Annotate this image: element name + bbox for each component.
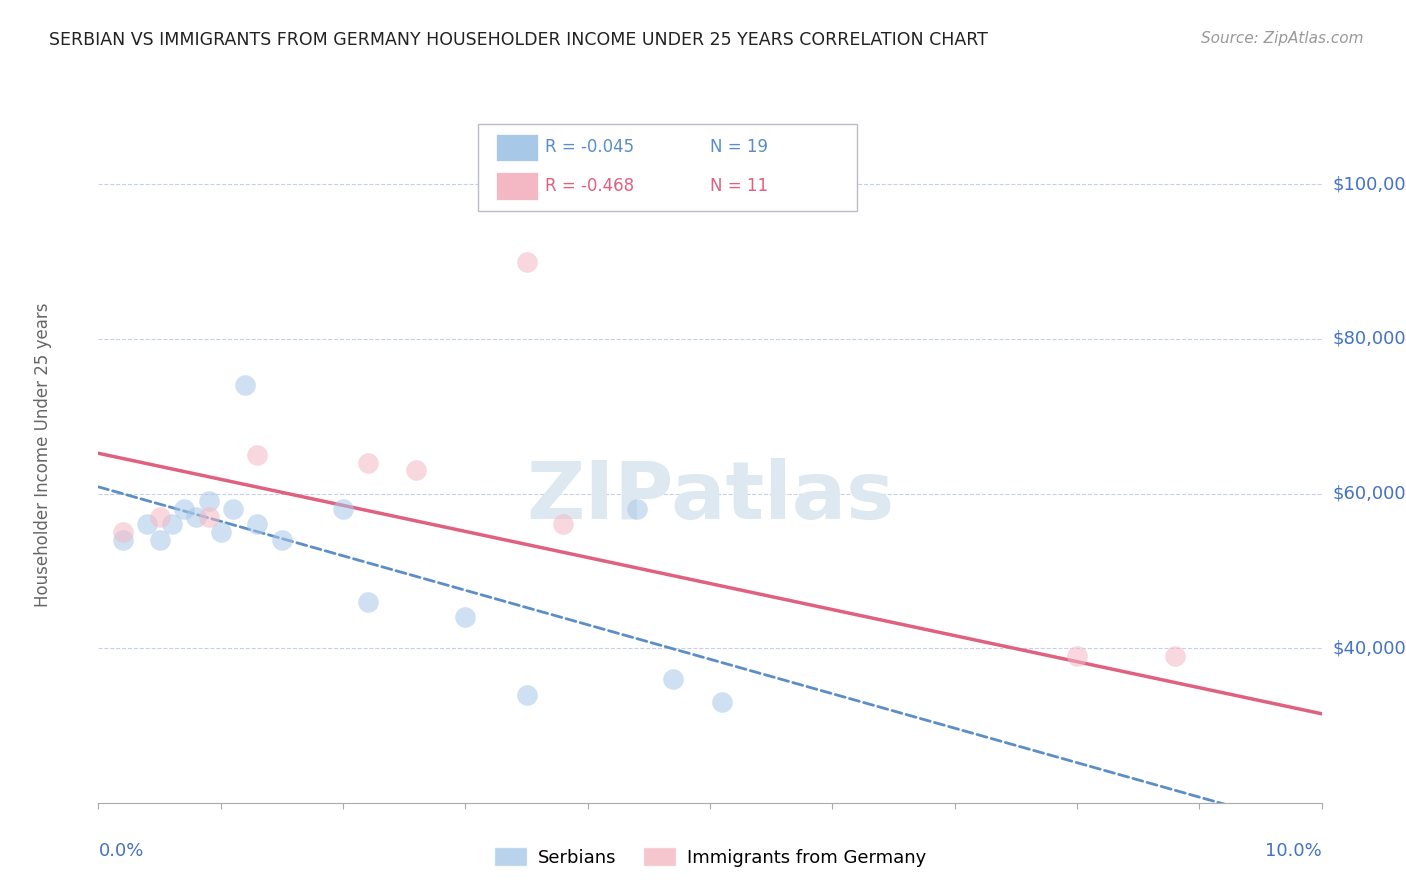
Text: $40,000: $40,000 (1333, 640, 1406, 657)
Legend: Serbians, Immigrants from Germany: Serbians, Immigrants from Germany (486, 839, 934, 874)
FancyBboxPatch shape (496, 134, 537, 161)
Point (553, 517, 575, 532)
Point (136, 517, 159, 532)
Point (662, 672, 685, 686)
Point (626, 502, 648, 516)
Point (332, 502, 354, 516)
Text: R = -0.045: R = -0.045 (546, 138, 634, 156)
Point (222, 502, 245, 516)
Point (209, 525, 232, 540)
Point (149, 509, 172, 524)
Point (270, 533, 292, 547)
Point (516, 254, 538, 268)
Text: N = 19: N = 19 (710, 138, 768, 156)
Text: ZIPatlas: ZIPatlas (526, 458, 894, 536)
Point (233, 378, 256, 392)
Point (173, 502, 195, 516)
Point (1164, 648, 1187, 663)
Point (1066, 648, 1088, 663)
Point (405, 463, 427, 477)
FancyBboxPatch shape (496, 172, 537, 200)
Text: $80,000: $80,000 (1333, 330, 1406, 348)
Point (197, 509, 219, 524)
Text: $60,000: $60,000 (1333, 484, 1406, 502)
Point (711, 695, 734, 709)
Point (356, 456, 378, 470)
Text: R = -0.468: R = -0.468 (546, 177, 634, 194)
FancyBboxPatch shape (478, 124, 856, 211)
Point (186, 509, 208, 524)
Text: 10.0%: 10.0% (1265, 842, 1322, 860)
Point (111, 533, 134, 547)
Point (160, 517, 183, 532)
Text: $100,000: $100,000 (1333, 176, 1406, 194)
Text: N = 11: N = 11 (710, 177, 768, 194)
Point (711, 888, 734, 892)
Point (454, 610, 477, 624)
Point (197, 494, 219, 508)
Point (516, 688, 538, 702)
Text: SERBIAN VS IMMIGRANTS FROM GERMANY HOUSEHOLDER INCOME UNDER 25 YEARS CORRELATION: SERBIAN VS IMMIGRANTS FROM GERMANY HOUSE… (49, 31, 988, 49)
Point (246, 517, 269, 532)
Point (356, 595, 378, 609)
Text: Source: ZipAtlas.com: Source: ZipAtlas.com (1201, 31, 1364, 46)
Point (149, 533, 172, 547)
Point (111, 525, 134, 540)
Point (246, 448, 269, 462)
Text: 0.0%: 0.0% (98, 842, 143, 860)
Text: Householder Income Under 25 years: Householder Income Under 25 years (34, 302, 52, 607)
